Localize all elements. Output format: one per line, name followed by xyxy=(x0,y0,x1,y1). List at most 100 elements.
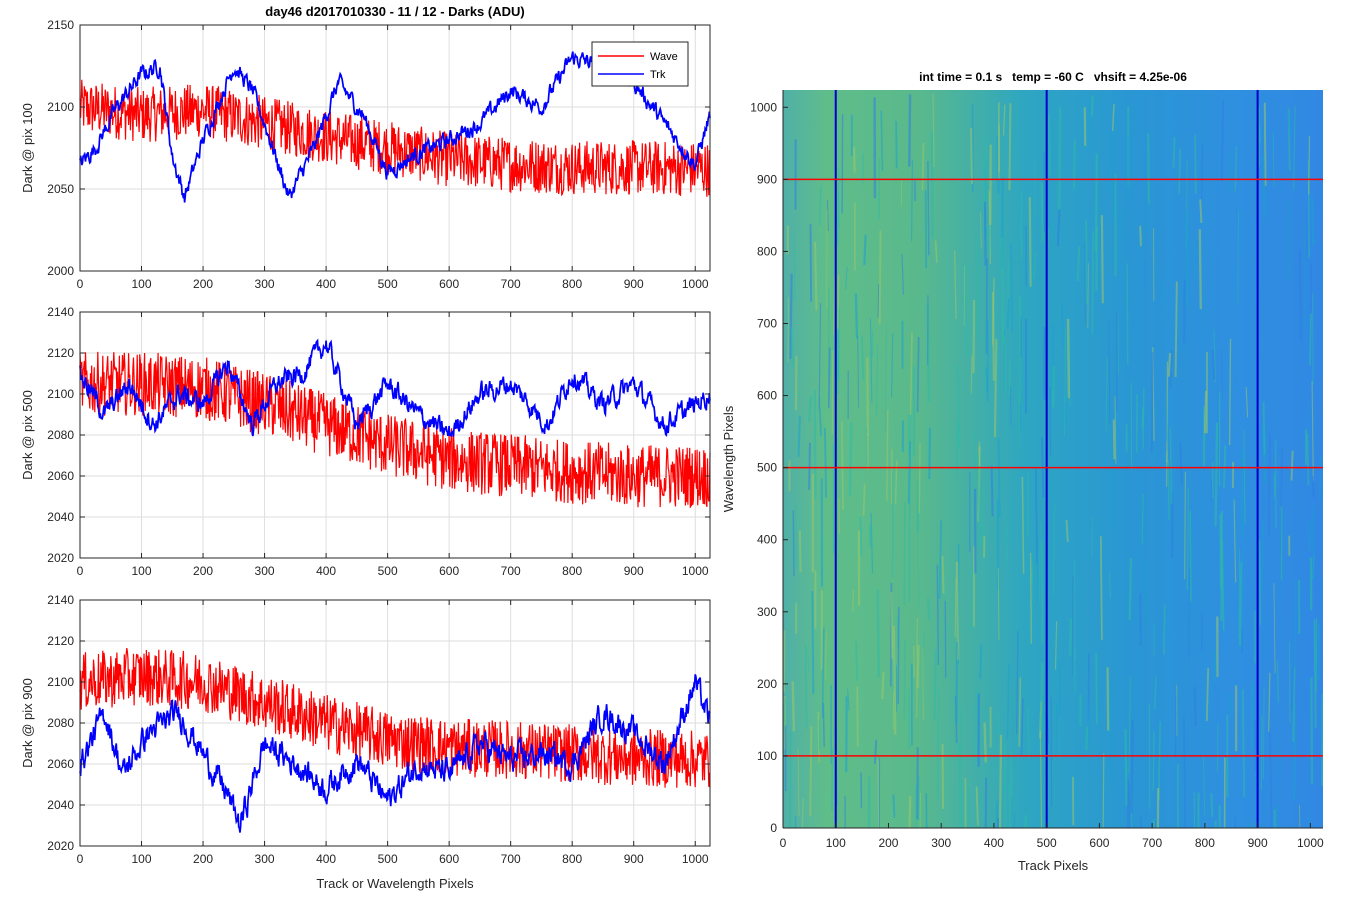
y-tick-label: 1000 xyxy=(750,100,777,114)
heatmap-streak xyxy=(907,441,912,504)
heatmap-streak xyxy=(903,502,906,606)
heatmap-streak xyxy=(1194,134,1197,194)
y-tick-label: 2050 xyxy=(47,182,74,196)
x-tick-label: 1000 xyxy=(682,277,709,291)
heatmap-streak xyxy=(1234,499,1238,553)
heatmap-panel: 0 100 200 300 400 500 600 700 800 900 1000 0 100 200 3… xyxy=(721,90,1324,873)
heatmap-streak xyxy=(1210,793,1214,818)
x-tick-label: 1000 xyxy=(1297,836,1324,850)
heatmap-streak xyxy=(1165,401,1168,442)
heatmap-streak xyxy=(1184,471,1186,580)
heatmap-streak xyxy=(1054,621,1058,670)
heatmap-streak xyxy=(1291,666,1295,711)
heatmap-streak xyxy=(1047,714,1050,745)
x-tick-label: 500 xyxy=(378,564,398,578)
heatmap-streak xyxy=(1153,676,1157,710)
y-tick-label: 2020 xyxy=(47,551,74,565)
heatmap-streak xyxy=(1311,475,1316,499)
heatmap-streak xyxy=(1139,225,1142,247)
heatmap-streak xyxy=(847,688,850,711)
heatmap-streak xyxy=(795,502,798,568)
heatmap-streak xyxy=(809,224,813,302)
axes-frame xyxy=(79,24,711,272)
heatmap-streak xyxy=(870,512,874,574)
heatmap-streak xyxy=(793,231,796,300)
heatmap-streak xyxy=(1253,719,1258,771)
y-tick-label: 400 xyxy=(757,533,777,547)
x-tick-label: 0 xyxy=(780,836,787,850)
heatmap-streak xyxy=(823,427,828,498)
heatmap-streak xyxy=(827,347,831,409)
heatmap-streak xyxy=(980,211,982,249)
heatmap-streak xyxy=(836,328,839,395)
heatmap-streak xyxy=(990,465,994,517)
heatmap-streak xyxy=(1006,662,1010,740)
heatmap-streak xyxy=(1141,406,1144,429)
x-tick-label: 100 xyxy=(132,852,152,866)
heatmap-streak xyxy=(1088,99,1092,152)
heatmap-streak xyxy=(1074,559,1076,661)
heatmap-streak xyxy=(903,639,906,720)
heatmap-streak xyxy=(897,606,900,705)
heatmap-streak xyxy=(808,396,812,422)
x-tick-label: 200 xyxy=(193,564,213,578)
heatmap-streak xyxy=(1299,249,1302,341)
y-axis-label: Dark @ pix 500 xyxy=(20,390,35,480)
heatmap-streak xyxy=(1243,430,1246,523)
heatmap-streak xyxy=(1228,692,1231,714)
x-tick-label: 600 xyxy=(439,277,459,291)
heatmap-streak xyxy=(836,169,840,246)
y-tick-label: 2100 xyxy=(47,100,74,114)
heatmap-streak xyxy=(1109,680,1114,780)
heatmap-streak xyxy=(1102,753,1105,828)
heatmap-streak xyxy=(1262,687,1265,779)
heatmap-streak xyxy=(1147,200,1150,234)
heatmap-streak xyxy=(916,644,920,689)
x-tick-label: 700 xyxy=(1142,836,1162,850)
heatmap-streak xyxy=(1036,532,1039,603)
heatmap-streak xyxy=(1189,510,1192,602)
heatmap-streak xyxy=(1090,95,1094,117)
heatmap-streak xyxy=(822,702,825,747)
heatmap-streak xyxy=(1071,575,1074,677)
heatmap-streak xyxy=(892,625,897,735)
heatmap-streak xyxy=(1288,200,1291,278)
heatmap-streak xyxy=(1010,243,1014,331)
heatmap-streak xyxy=(911,159,913,242)
heatmap-streak xyxy=(797,748,800,817)
heatmap-streak xyxy=(1027,706,1030,759)
heatmap-streak xyxy=(1308,519,1312,551)
heatmap-streak xyxy=(862,483,866,516)
heatmap-streak xyxy=(886,409,889,501)
heatmap-streak xyxy=(837,274,840,330)
heatmap-streak xyxy=(938,520,942,599)
heatmap-streak xyxy=(1161,278,1163,325)
heatmap-streak xyxy=(783,630,786,693)
heatmap-streak xyxy=(1040,182,1044,242)
y-tick-label: 800 xyxy=(757,244,777,258)
heatmap-streak xyxy=(1065,519,1069,542)
heatmap-streak xyxy=(797,415,801,457)
heatmap-streak xyxy=(1107,130,1111,196)
heatmap-streak xyxy=(1055,701,1058,755)
heatmap-streak xyxy=(1009,751,1013,799)
heatmap-streak xyxy=(1113,114,1116,221)
heatmap-streak xyxy=(933,649,937,721)
heatmap-streak xyxy=(1020,698,1024,757)
heatmap-streak xyxy=(845,266,848,290)
series-line-wave xyxy=(79,351,711,508)
heatmap-streak xyxy=(1147,133,1150,206)
heatmap-streak xyxy=(984,777,988,828)
y-tick-label: 200 xyxy=(757,677,777,691)
heatmap-streak xyxy=(1095,652,1098,725)
heatmap-streak xyxy=(927,160,930,256)
x-tick-label: 400 xyxy=(316,852,336,866)
heatmap-streak xyxy=(1220,348,1224,399)
heatmap-streak xyxy=(1214,422,1219,527)
y-tick-label: 2150 xyxy=(47,18,74,32)
heatmap-streak xyxy=(954,577,957,638)
y-tick-label: 2080 xyxy=(47,428,74,442)
heatmap-streak xyxy=(1241,689,1246,798)
heatmap-streak xyxy=(1105,356,1108,432)
heatmap-streak xyxy=(985,258,988,355)
